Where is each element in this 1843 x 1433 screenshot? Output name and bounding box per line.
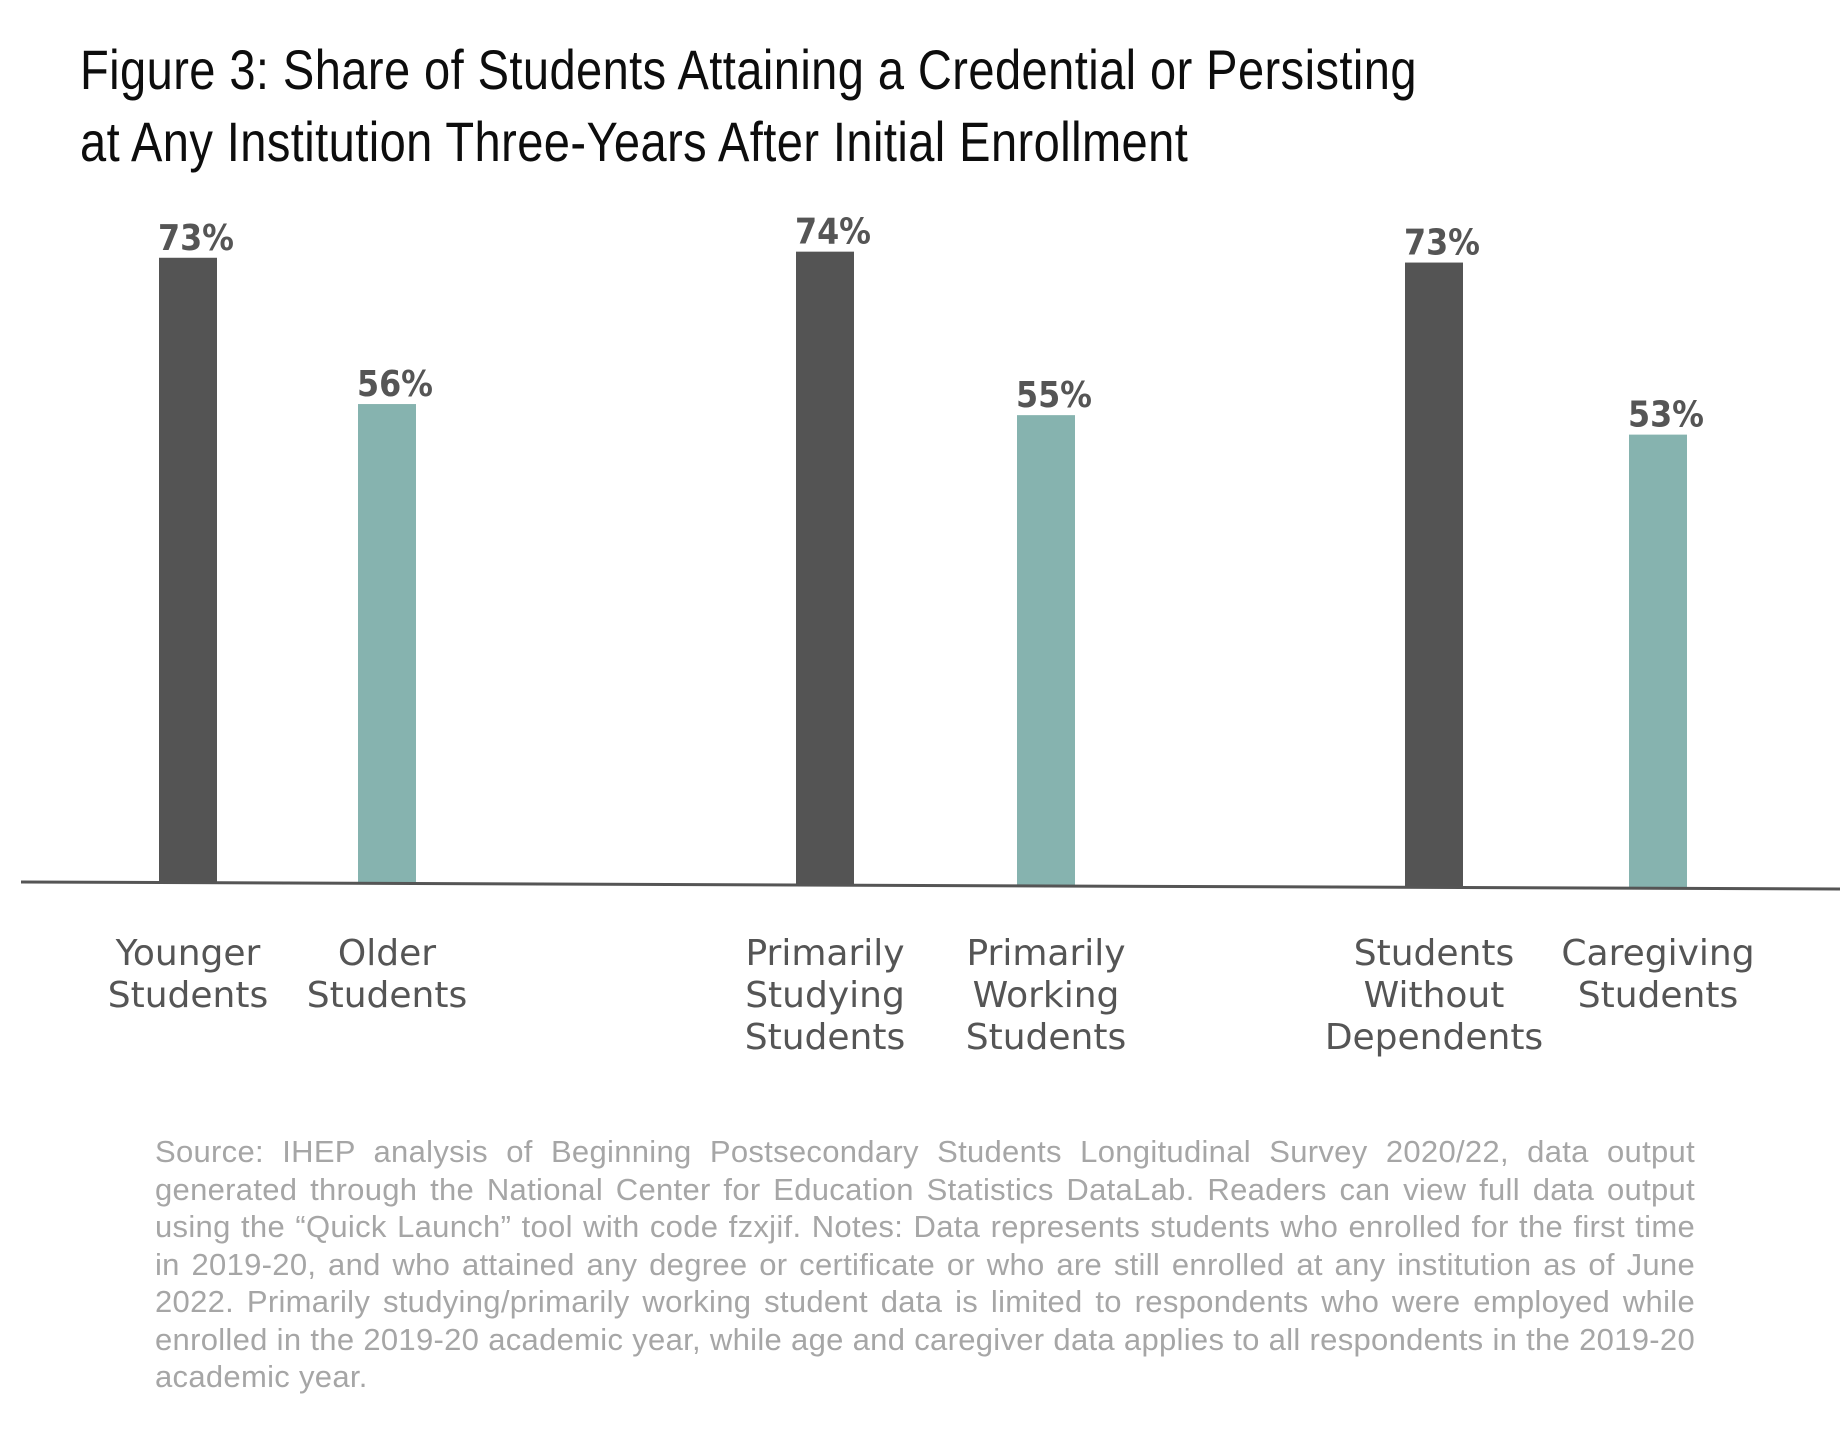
x-tick-label-line: Students — [108, 975, 268, 1016]
x-tick-label: Primarily Working Students — [966, 933, 1126, 1058]
x-tick-label-line: Students — [966, 1017, 1126, 1058]
x-tick-label-line: Studying — [745, 975, 905, 1016]
x-axis-line — [20, 880, 1841, 891]
x-tick-label-line: Students — [307, 975, 467, 1016]
x-tick-label-line: Students — [745, 1017, 905, 1058]
chart-title-line-2: at Any Institution Three-Years After Ini… — [80, 110, 1189, 173]
x-tick-label-line: Without — [1364, 975, 1505, 1016]
bar-older-students — [358, 404, 416, 884]
x-tick-label: Students Without Dependents — [1325, 933, 1543, 1058]
x-tick-label-line: Caregiving — [1561, 933, 1754, 974]
data-label: 74% — [795, 212, 871, 253]
chart-title: Figure 3: Share of Students Attaining a … — [80, 34, 1542, 178]
x-tick-label-line: Students — [1578, 975, 1738, 1016]
x-tick-label: Primarily Studying Students — [745, 933, 905, 1058]
data-label: 53% — [1628, 395, 1704, 436]
x-tick-label-line: Primarily — [966, 933, 1125, 974]
x-tick-label: Younger Students — [108, 933, 268, 1016]
x-tick-label: Caregiving Students — [1561, 933, 1754, 1016]
source-note: Source: IHEP analysis of Beginning Posts… — [155, 1134, 1695, 1394]
bar-primarily-studying-students — [796, 251, 854, 886]
data-label: 56% — [357, 364, 433, 405]
x-tick-label-line: Dependents — [1325, 1017, 1543, 1058]
x-tick-label-line: Primarily — [745, 933, 904, 974]
chart-title-line-1: Figure 3: Share of Students Attaining a … — [80, 38, 1417, 101]
x-tick-label-line: Working — [973, 975, 1120, 1016]
x-tick-label-line: Older — [338, 933, 436, 974]
bar-younger-students — [159, 257, 217, 883]
x-tick-label-line: Younger — [115, 933, 261, 974]
bar-primarily-working-students — [1017, 415, 1075, 886]
x-tick-label-line: Students — [1354, 933, 1514, 974]
bar-students-without-dependents — [1405, 262, 1463, 888]
data-label: 73% — [1404, 223, 1480, 264]
bars-layer — [159, 251, 1687, 889]
data-label: 73% — [158, 218, 234, 259]
x-tick-label: Older Students — [307, 933, 467, 1016]
data-label: 55% — [1016, 375, 1092, 416]
bar-caregiving-students — [1629, 434, 1687, 889]
